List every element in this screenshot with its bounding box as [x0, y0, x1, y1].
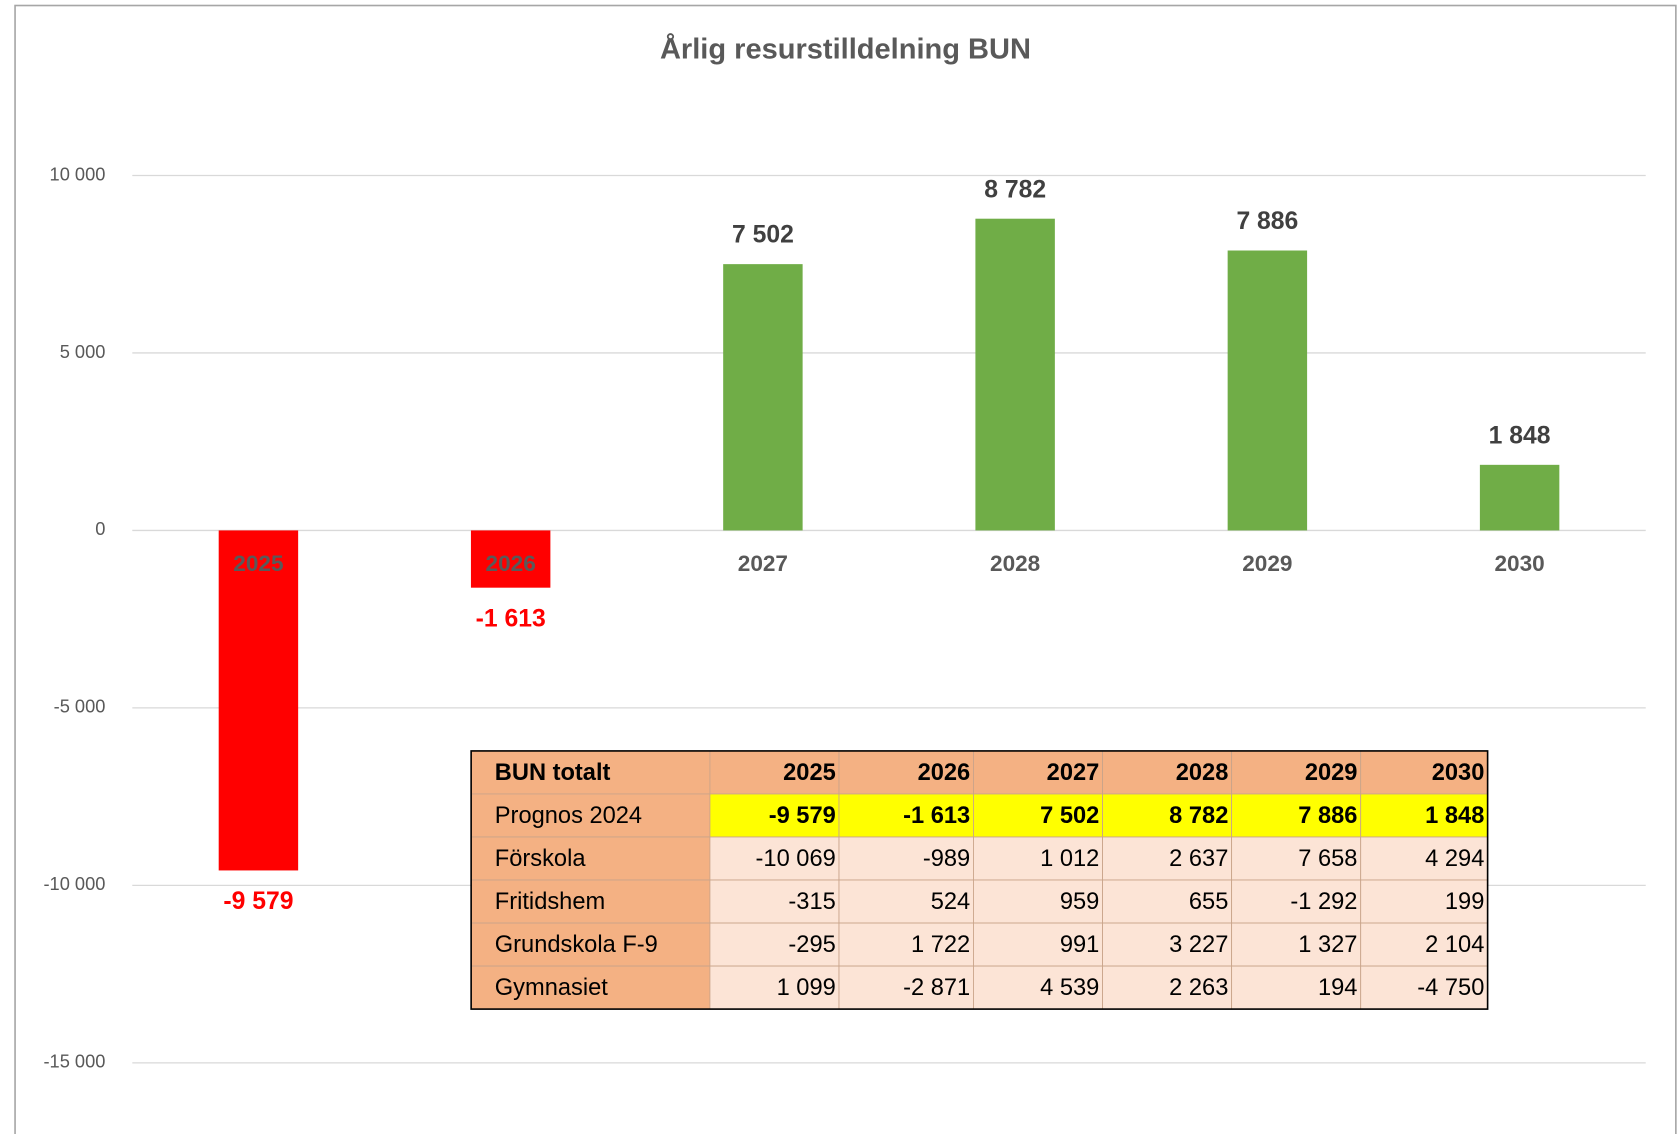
x-tick-label: 2027 [738, 551, 788, 576]
value-label: 8 782 [984, 176, 1046, 203]
value-label: 7 886 [1236, 208, 1298, 235]
table-text: Grundskola F-9 [495, 932, 658, 958]
bar [470, 530, 551, 588]
value-label: -9 579 [223, 888, 293, 915]
table-cell [709, 836, 840, 881]
table-cell [973, 922, 1103, 967]
table-cell [1102, 750, 1233, 795]
table-cell [1102, 965, 1233, 1010]
table-cell [1360, 922, 1489, 967]
table-text: 2027 [1047, 760, 1100, 786]
table-text: 2 263 [1169, 975, 1228, 1001]
table-text: 7 886 [1298, 803, 1357, 829]
table-cell [1102, 922, 1233, 967]
table-text: 655 [1189, 889, 1228, 915]
table-text: 194 [1318, 975, 1357, 1001]
table-cell [1102, 836, 1233, 881]
table-text: 2 637 [1169, 846, 1228, 872]
x-tick-label: 2025 [233, 551, 283, 576]
value-label: 1 848 [1489, 422, 1551, 449]
table-cell [470, 965, 711, 1010]
table-text: Förskola [495, 846, 587, 872]
table-text: Fritidshem [495, 889, 605, 915]
table-text: 524 [931, 889, 970, 915]
table-cell [973, 793, 1103, 838]
table-cell [1360, 750, 1489, 795]
table-cell [1360, 793, 1489, 838]
table-cell [1360, 879, 1489, 924]
table-text: 991 [1060, 932, 1099, 958]
x-tick-label: 2026 [486, 551, 536, 576]
table-cell [1231, 922, 1362, 967]
table-text: 1 327 [1298, 932, 1357, 958]
table-text: -1 292 [1290, 889, 1357, 915]
y-tick-label: 5 000 [60, 341, 106, 362]
table-text: 1 099 [777, 975, 836, 1001]
table-text: 2025 [783, 760, 836, 786]
table-text: -1 613 [903, 803, 970, 829]
table-text: 3 227 [1169, 932, 1228, 958]
table-border [470, 750, 1489, 1010]
y-tick-label: 10 000 [50, 163, 106, 184]
table-cell [838, 836, 974, 881]
table-text: 2026 [918, 760, 971, 786]
table-text: -10 069 [756, 846, 836, 872]
table-text: Prognos 2024 [495, 803, 642, 829]
table-cell [709, 965, 840, 1010]
table-text: 1 012 [1040, 846, 1099, 872]
table-cell [973, 879, 1103, 924]
table-text: -295 [788, 932, 835, 958]
table-cell [838, 750, 974, 795]
table-text: 2030 [1432, 760, 1485, 786]
table-cell [973, 965, 1103, 1010]
table-cell [709, 793, 840, 838]
bar [218, 530, 299, 871]
y-tick-label: -15 000 [43, 1051, 105, 1072]
table-cell [470, 879, 711, 924]
table-text: -9 579 [769, 803, 836, 829]
table-text: 4 294 [1425, 846, 1484, 872]
table-cell [1360, 965, 1489, 1010]
table-cell [838, 793, 974, 838]
y-tick-label: -5 000 [54, 696, 106, 717]
table-text: 7 502 [1040, 803, 1099, 829]
table-text: 4 539 [1040, 975, 1099, 1001]
chart-title: Årlig resurstilldelning BUN [660, 32, 1031, 65]
y-tick-label: -10 000 [43, 873, 105, 894]
table-cell [1102, 879, 1233, 924]
table-text: 1 848 [1425, 803, 1484, 829]
bar [1479, 464, 1560, 531]
table-text: 199 [1445, 889, 1484, 915]
table-text: -4 750 [1417, 975, 1484, 1001]
table-text: Gymnasiet [495, 975, 608, 1001]
y-tick-label: 0 [95, 518, 105, 539]
table-cell [1231, 836, 1362, 881]
table-cell [1231, 793, 1362, 838]
table-text: 2028 [1176, 760, 1229, 786]
bar [723, 264, 803, 531]
value-label: -1 613 [476, 605, 546, 632]
x-tick-label: 2030 [1494, 551, 1544, 576]
bar [1227, 250, 1308, 531]
table-text: BUN totalt [495, 760, 611, 786]
table-text: -315 [788, 889, 835, 915]
x-tick-label: 2028 [990, 551, 1040, 576]
table-text: 1 722 [911, 932, 970, 958]
table-text: 2029 [1305, 760, 1358, 786]
table-text: 959 [1060, 889, 1099, 915]
table-cell [838, 879, 974, 924]
value-label: 7 502 [732, 222, 794, 249]
table-text: 2 104 [1425, 932, 1484, 958]
x-tick-label: 2029 [1242, 551, 1292, 576]
table-text: 7 658 [1298, 846, 1357, 872]
table-text: -2 871 [903, 975, 970, 1001]
bar [975, 218, 1055, 531]
table-text: 8 782 [1169, 803, 1228, 829]
table-text: -989 [923, 846, 970, 872]
table-cell [709, 750, 840, 795]
table-cell [470, 750, 711, 795]
table-cell [973, 836, 1103, 881]
